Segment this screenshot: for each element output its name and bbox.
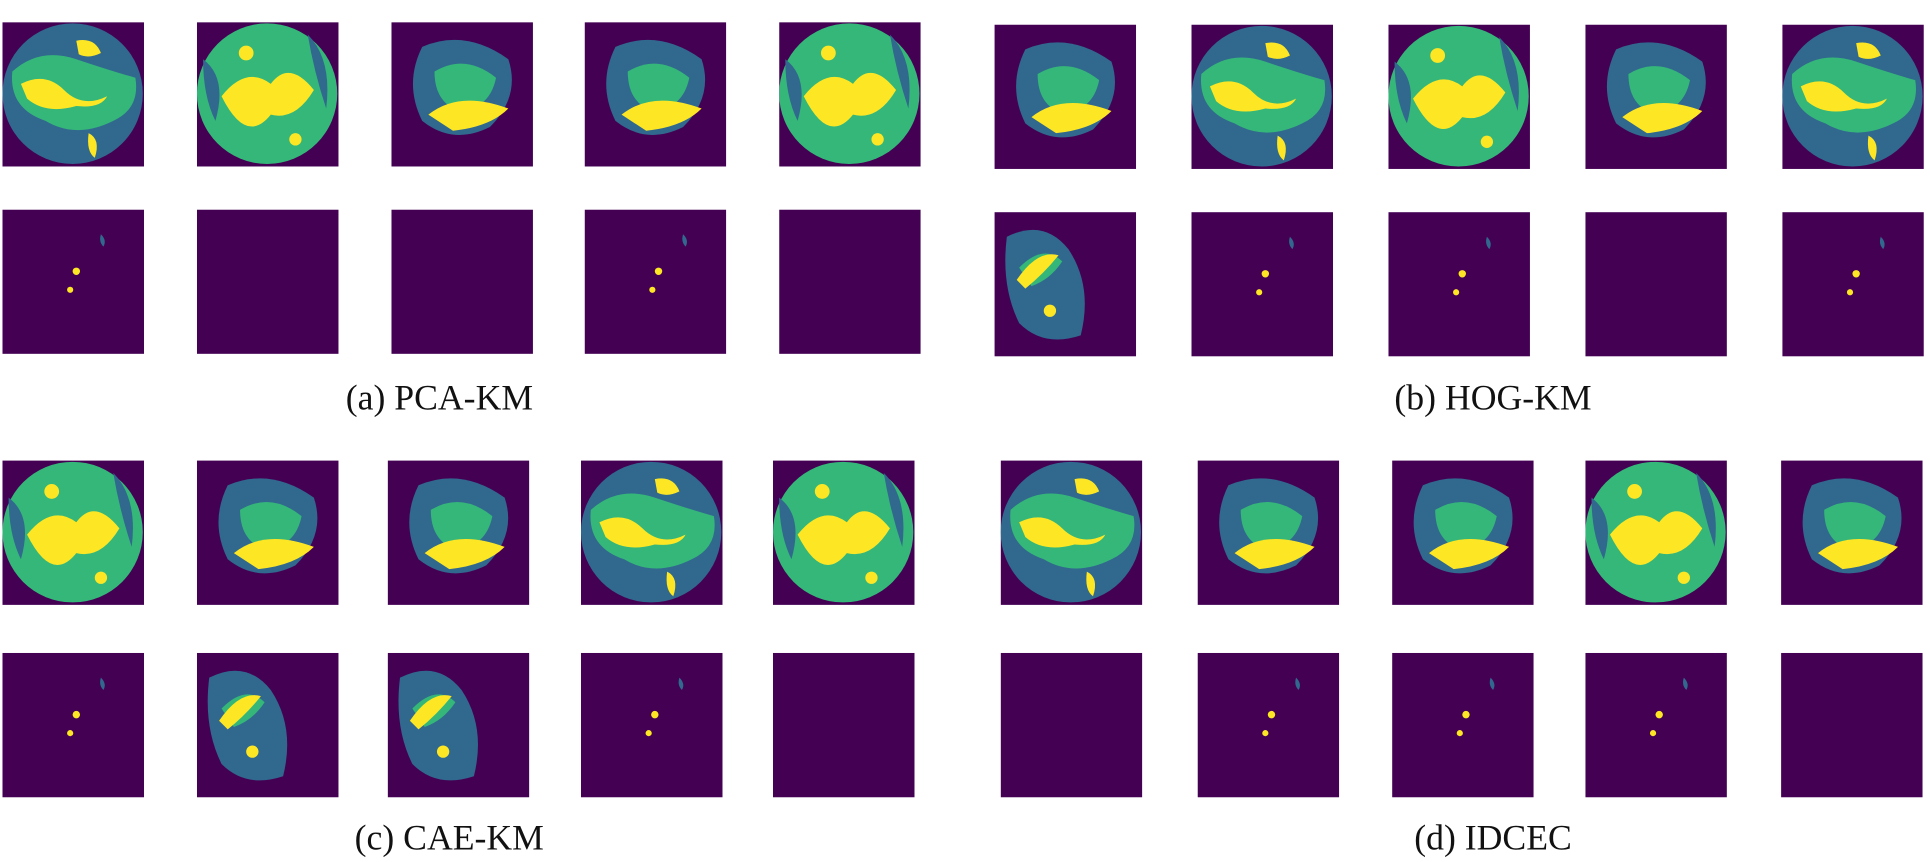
tile	[387, 652, 530, 798]
tile	[2, 460, 145, 605]
tile	[1781, 652, 1923, 798]
tile	[1782, 212, 1924, 357]
tile	[1000, 652, 1143, 798]
tile	[779, 209, 921, 354]
tile	[1197, 652, 1340, 798]
tile	[2, 209, 145, 354]
tile	[1197, 460, 1340, 605]
caption: (d) IDCEC	[1414, 818, 1572, 858]
caption: (c) CAE-KM	[355, 818, 544, 858]
tile	[779, 22, 921, 167]
tile	[994, 212, 1137, 357]
tile	[1585, 212, 1727, 357]
tile	[1781, 460, 1923, 605]
tile	[196, 652, 339, 798]
tile	[196, 209, 339, 354]
tile	[1191, 24, 1334, 169]
tile	[580, 652, 723, 798]
tile	[196, 22, 339, 167]
tile	[196, 460, 339, 605]
tile	[1388, 24, 1530, 169]
tile	[1000, 460, 1143, 605]
tile	[387, 460, 530, 605]
caption: (b) HOG-KM	[1394, 377, 1591, 417]
tile	[1585, 24, 1727, 169]
tile	[2, 22, 145, 167]
tile	[391, 209, 533, 354]
tile	[391, 22, 533, 167]
tile	[1388, 212, 1530, 357]
tile	[994, 24, 1137, 169]
tile	[584, 22, 727, 167]
tile	[1191, 212, 1334, 357]
tile	[1782, 24, 1924, 169]
tile	[580, 460, 723, 605]
tile	[2, 652, 145, 798]
tile	[772, 460, 915, 605]
tile	[1392, 460, 1534, 605]
tile	[1585, 460, 1727, 605]
caption: (a) PCA-KM	[346, 377, 533, 417]
tile	[1392, 652, 1534, 798]
tile	[584, 209, 727, 354]
tile	[1585, 652, 1727, 798]
tile	[772, 652, 915, 798]
